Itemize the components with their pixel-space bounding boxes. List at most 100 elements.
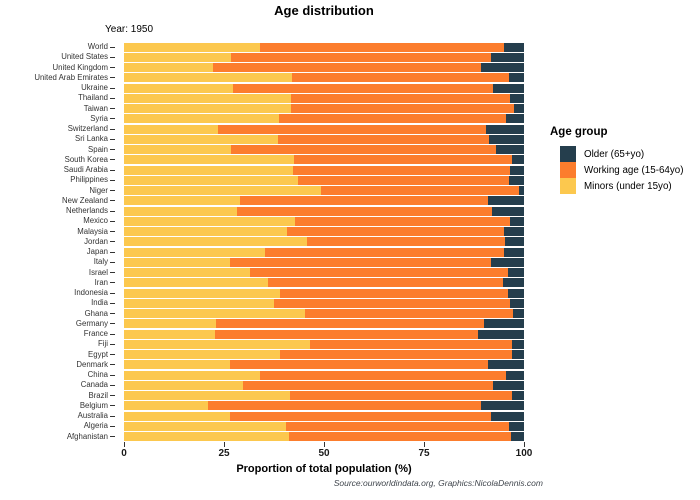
bar-segment — [124, 391, 290, 401]
y-tick-mark — [110, 292, 115, 294]
bar-segment — [264, 247, 505, 257]
bar-row: Egypt — [0, 350, 700, 360]
bar-segment — [124, 155, 294, 165]
bar-segment — [237, 206, 493, 216]
bar-row: Saudi Arabia — [0, 165, 700, 175]
y-tick-mark — [110, 313, 115, 315]
bar-segment — [278, 134, 490, 144]
y-tick-mark — [110, 395, 115, 397]
y-tick-mark — [110, 200, 115, 202]
country-label: Thailand — [78, 93, 108, 103]
bar-segment — [124, 319, 216, 329]
bar-segment — [508, 268, 524, 278]
bar-segment — [495, 145, 524, 155]
bar-segment — [293, 155, 512, 165]
bar-row: Australia — [0, 411, 700, 421]
stacked-bar — [124, 175, 524, 185]
bar-segment — [124, 268, 250, 278]
y-tick-mark — [110, 77, 115, 79]
legend-item: Minors (under 15yo) — [560, 178, 683, 194]
country-label: Philippines — [70, 175, 108, 185]
x-tick-mark — [124, 442, 125, 447]
bar-segment — [124, 370, 260, 380]
y-tick-mark — [110, 220, 115, 222]
chart-subtitle: Year: 1950 — [105, 24, 154, 35]
stacked-bar — [124, 268, 524, 278]
legend-item: Working age (15-64yo) — [560, 162, 683, 178]
stacked-bar — [124, 104, 524, 114]
bar-segment — [512, 350, 524, 360]
bar-segment — [519, 186, 524, 196]
stacked-bar — [124, 206, 524, 216]
bar-segment — [124, 329, 216, 339]
bar-segment — [505, 370, 524, 380]
bar-segment — [488, 360, 524, 370]
country-label: United Arab Emirates — [34, 72, 108, 82]
bar-segment — [505, 114, 524, 124]
stacked-bar — [124, 257, 524, 267]
bar-segment — [208, 401, 481, 411]
country-label: Iran — [94, 277, 108, 287]
country-label: Fiji — [98, 339, 108, 349]
stacked-bar — [124, 63, 524, 73]
bar-segment — [484, 319, 524, 329]
bar-segment — [509, 175, 524, 185]
bar-segment — [240, 196, 488, 206]
bar-row: United States — [0, 52, 700, 62]
bar-segment — [124, 411, 230, 421]
bar-segment — [278, 114, 506, 124]
country-label: Afghanistan — [66, 431, 108, 441]
x-tick-label: 100 — [515, 448, 533, 459]
country-label: Algeria — [83, 421, 108, 431]
bar-segment — [124, 83, 233, 93]
stacked-bar — [124, 391, 524, 401]
bar-row: Mexico — [0, 216, 700, 226]
bar-segment — [213, 63, 481, 73]
stacked-bar — [124, 145, 524, 155]
bar-segment — [511, 391, 524, 401]
bar-row: Denmark — [0, 360, 700, 370]
legend-swatch — [560, 178, 576, 194]
bar-segment — [124, 257, 230, 267]
y-tick-mark — [110, 231, 115, 233]
bar-segment — [124, 298, 274, 308]
bar-segment — [492, 206, 524, 216]
country-label: France — [83, 329, 108, 339]
stacked-bar — [124, 114, 524, 124]
y-tick-mark — [110, 56, 115, 58]
bar-row: Algeria — [0, 421, 700, 431]
bar-segment — [124, 63, 214, 73]
bar-segment — [216, 319, 485, 329]
bar-segment — [124, 237, 307, 247]
bar-segment — [124, 196, 240, 206]
stacked-bar — [124, 401, 524, 411]
country-label: Switzerland — [67, 124, 108, 134]
bar-row: Switzerland — [0, 124, 700, 134]
bar-row: World — [0, 42, 700, 52]
bar-row: Canada — [0, 380, 700, 390]
legend-swatch — [560, 146, 576, 162]
stacked-bar — [124, 216, 524, 226]
y-tick-mark — [110, 415, 115, 417]
bar-segment — [124, 421, 286, 431]
country-label: Belgium — [79, 400, 108, 410]
stacked-bar — [124, 134, 524, 144]
country-label: China — [87, 370, 108, 380]
bar-row: Taiwan — [0, 104, 700, 114]
y-tick-mark — [110, 436, 115, 438]
country-label: South Korea — [64, 154, 108, 164]
stacked-bar — [124, 350, 524, 360]
bar-segment — [508, 288, 524, 298]
country-label: Ghana — [84, 308, 108, 318]
bar-segment — [491, 411, 524, 421]
x-axis-title: Proportion of total population (%) — [236, 463, 412, 475]
bar-segment — [286, 421, 510, 431]
y-tick-mark — [110, 302, 115, 304]
bar-row: Spain — [0, 145, 700, 155]
bar-rows: World United States United Kingdom United A… — [0, 42, 700, 442]
source-caption: Source:ourworldindata.org, Graphics:Nico… — [333, 478, 543, 488]
bar-segment — [124, 93, 291, 103]
y-tick-mark — [110, 169, 115, 171]
x-tick-label: 0 — [121, 448, 127, 459]
